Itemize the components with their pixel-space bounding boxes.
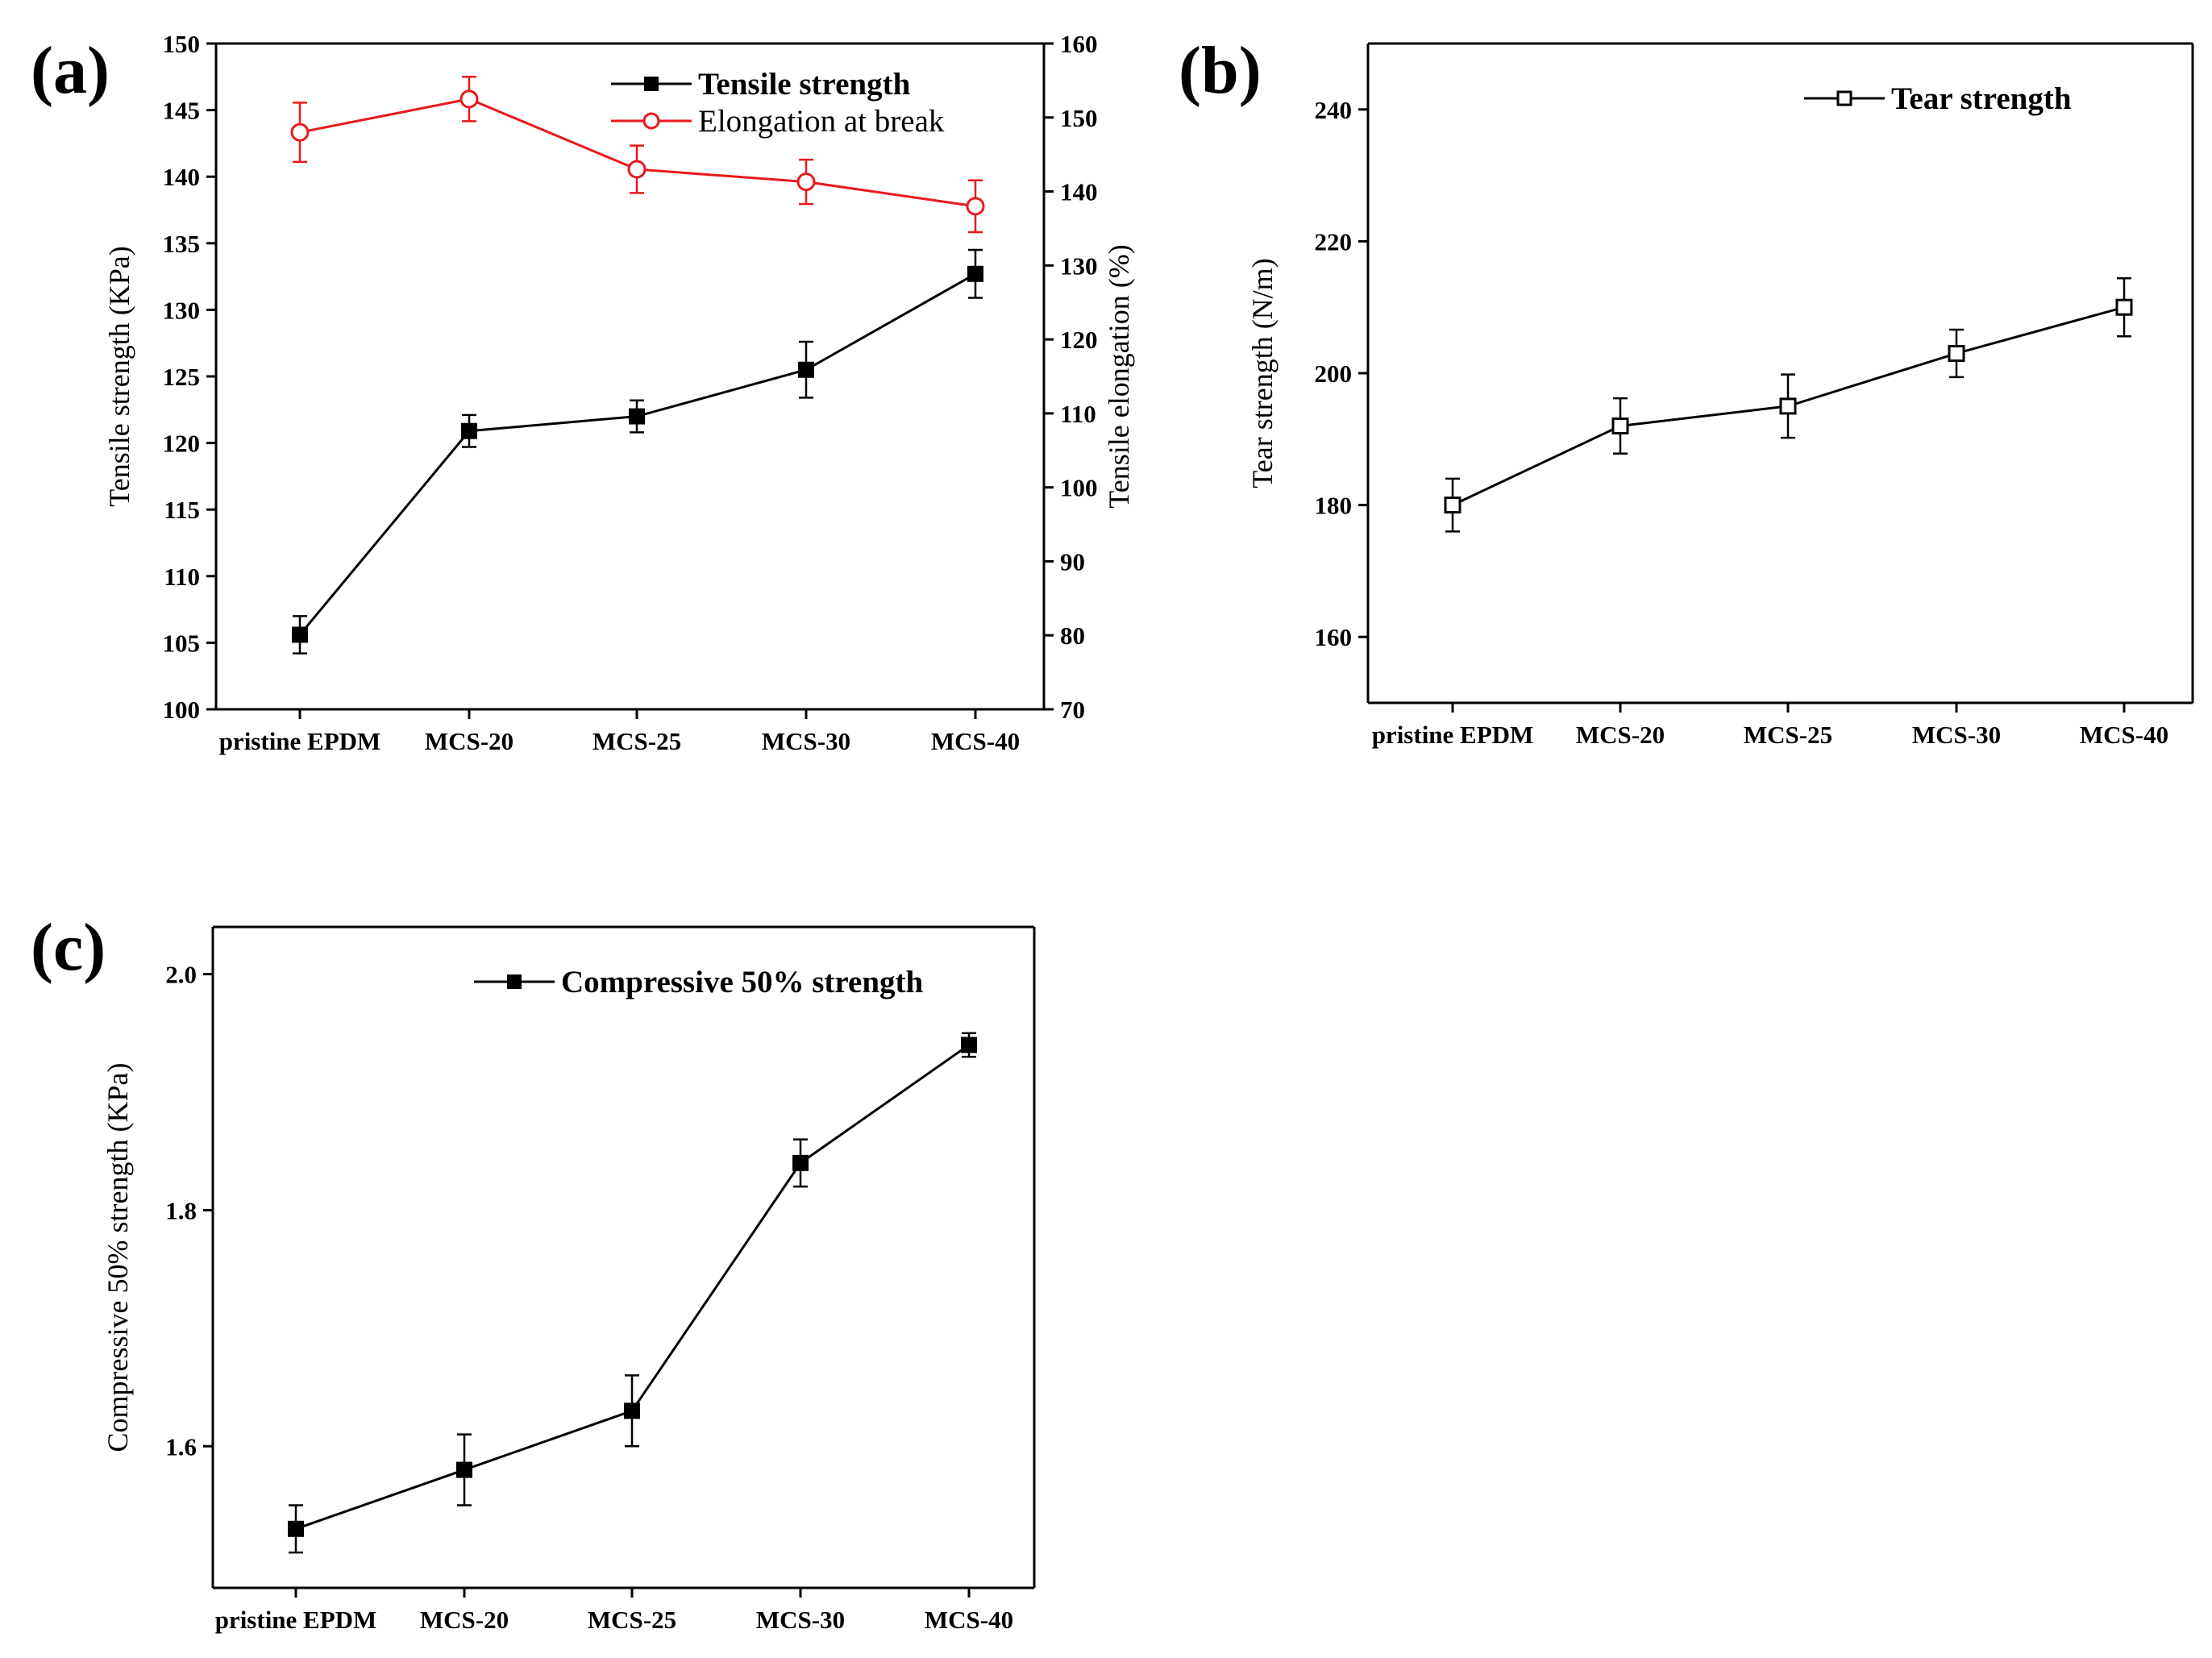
x-tick-label: pristine EPDM [219,727,381,755]
y-axis-label: Compressive 50% strength (KPa) [102,1063,134,1452]
x-tick-label: pristine EPDM [1372,721,1534,749]
data-point [624,1402,640,1419]
legend-marker [644,77,659,91]
series-elongation-at-break [290,76,985,234]
data-point [792,1154,809,1171]
legend-label: Compressive 50% strength [561,965,924,999]
data-point [1779,397,1797,415]
data-point [629,408,645,425]
x-tick-label: MCS-30 [756,1606,845,1634]
legend-entry: Elongation at break [611,104,945,139]
y-axis-label: Tensile strength (KPa) [103,246,135,506]
x-tick-label: MCS-25 [1744,721,1832,749]
y-axis-label: Tear strength (N/m) [1246,258,1279,488]
data-point [1444,497,1462,514]
legend-label: Tear strength [1891,81,2072,116]
panel-label: (b) [1179,33,1262,108]
y2-tick-label: 130 [1060,251,1098,280]
x-tick-label: MCS-25 [592,727,681,755]
y2-tick-label: 150 [1060,104,1098,132]
x-tick-label: MCS-40 [925,1606,1013,1634]
x-tick-label: MCS-20 [1576,721,1665,749]
y-tick-label: 140 [163,163,201,191]
panel-label: (c) [31,910,106,985]
y2-tick-label: 70 [1060,696,1085,724]
y-tick-label: 180 [1315,492,1353,520]
x-tick-label: MCS-30 [1912,721,2001,749]
data-point [292,626,308,643]
data-point [461,422,477,439]
data-point [459,89,479,109]
data-point [290,123,310,142]
data-point [456,1461,472,1478]
data-point [796,172,816,192]
legend-marker [642,112,660,130]
y-tick-label: 115 [164,496,200,524]
y-tick-label: 100 [163,696,201,724]
data-point [2115,298,2133,316]
legend-entry: Tear strength [1804,81,2072,116]
y-tick-label: 2.0 [165,961,197,989]
y2-tick-label: 160 [1060,30,1098,58]
y-tick-label: 130 [163,296,201,324]
y-tick-label: 150 [163,30,201,58]
y-tick-label: 1.6 [165,1432,197,1461]
x-tick-label: MCS-30 [762,727,850,755]
panel-c: (c) 1.6 1.8 2.0 pristine EPDM MCS-20 MCS-25 MCS… [31,910,1036,1634]
data-point [967,265,983,282]
legend-marker [507,974,522,989]
x-tick-label: MCS-25 [588,1606,676,1634]
data-point [1948,344,1965,362]
x-tick-label: MCS-40 [931,727,1020,755]
series-line [295,1044,970,1531]
x-tick-label: MCS-20 [420,1606,509,1634]
y-tick-label: 105 [163,629,201,657]
legend-entry: Compressive 50% strength [474,965,924,999]
legend-entry: Tensile strength [611,67,911,102]
y-tick-label: 120 [163,430,201,458]
y-tick-label: 200 [1315,359,1353,388]
y-tick-label: 125 [163,363,201,391]
y2-tick-label: 100 [1060,474,1098,502]
data-point [1611,417,1629,434]
y-tick-label: 240 [1315,96,1353,124]
data-point [961,1037,977,1053]
panel-b: (b) 160 180 200 220 240 pristine EPDM MCS-20 MCS… [1179,33,2194,749]
legend-label: Elongation at break [698,104,945,139]
y2-tick-label: 80 [1060,621,1085,650]
data-point [288,1520,304,1537]
series-line [298,272,976,636]
data-point [798,361,814,378]
y-tick-label: 135 [163,230,201,258]
x-tick-label: pristine EPDM [215,1606,377,1634]
data-point [966,197,985,216]
y-tick-label: 110 [164,563,200,591]
y-tick-label: 1.8 [165,1196,197,1224]
y2-tick-label: 140 [1060,178,1098,206]
legend-marker [1836,90,1852,106]
legend-label: Tensile strength [698,67,911,102]
panel-label: (a) [31,33,110,108]
y-tick-label: 145 [163,97,201,125]
series-compressive-50-strength [288,1032,977,1554]
panel-a: (a) 100 105 110 115 120 125 130 135 140 145 150 70 80… [31,30,1135,755]
y-tick-label: 160 [1315,623,1353,651]
series-tear-strength [1444,276,2133,533]
y2-tick-label: 90 [1060,547,1085,576]
y2-axis-label: Tensile elongation (%) [1103,244,1135,508]
x-tick-label: MCS-40 [2080,721,2168,749]
y-tick-label: 220 [1315,227,1353,256]
series-tensile-strength [292,248,983,654]
x-tick-label: MCS-20 [425,727,514,755]
y2-tick-label: 120 [1060,326,1098,354]
data-point [627,160,647,179]
y2-tick-label: 110 [1060,400,1096,428]
